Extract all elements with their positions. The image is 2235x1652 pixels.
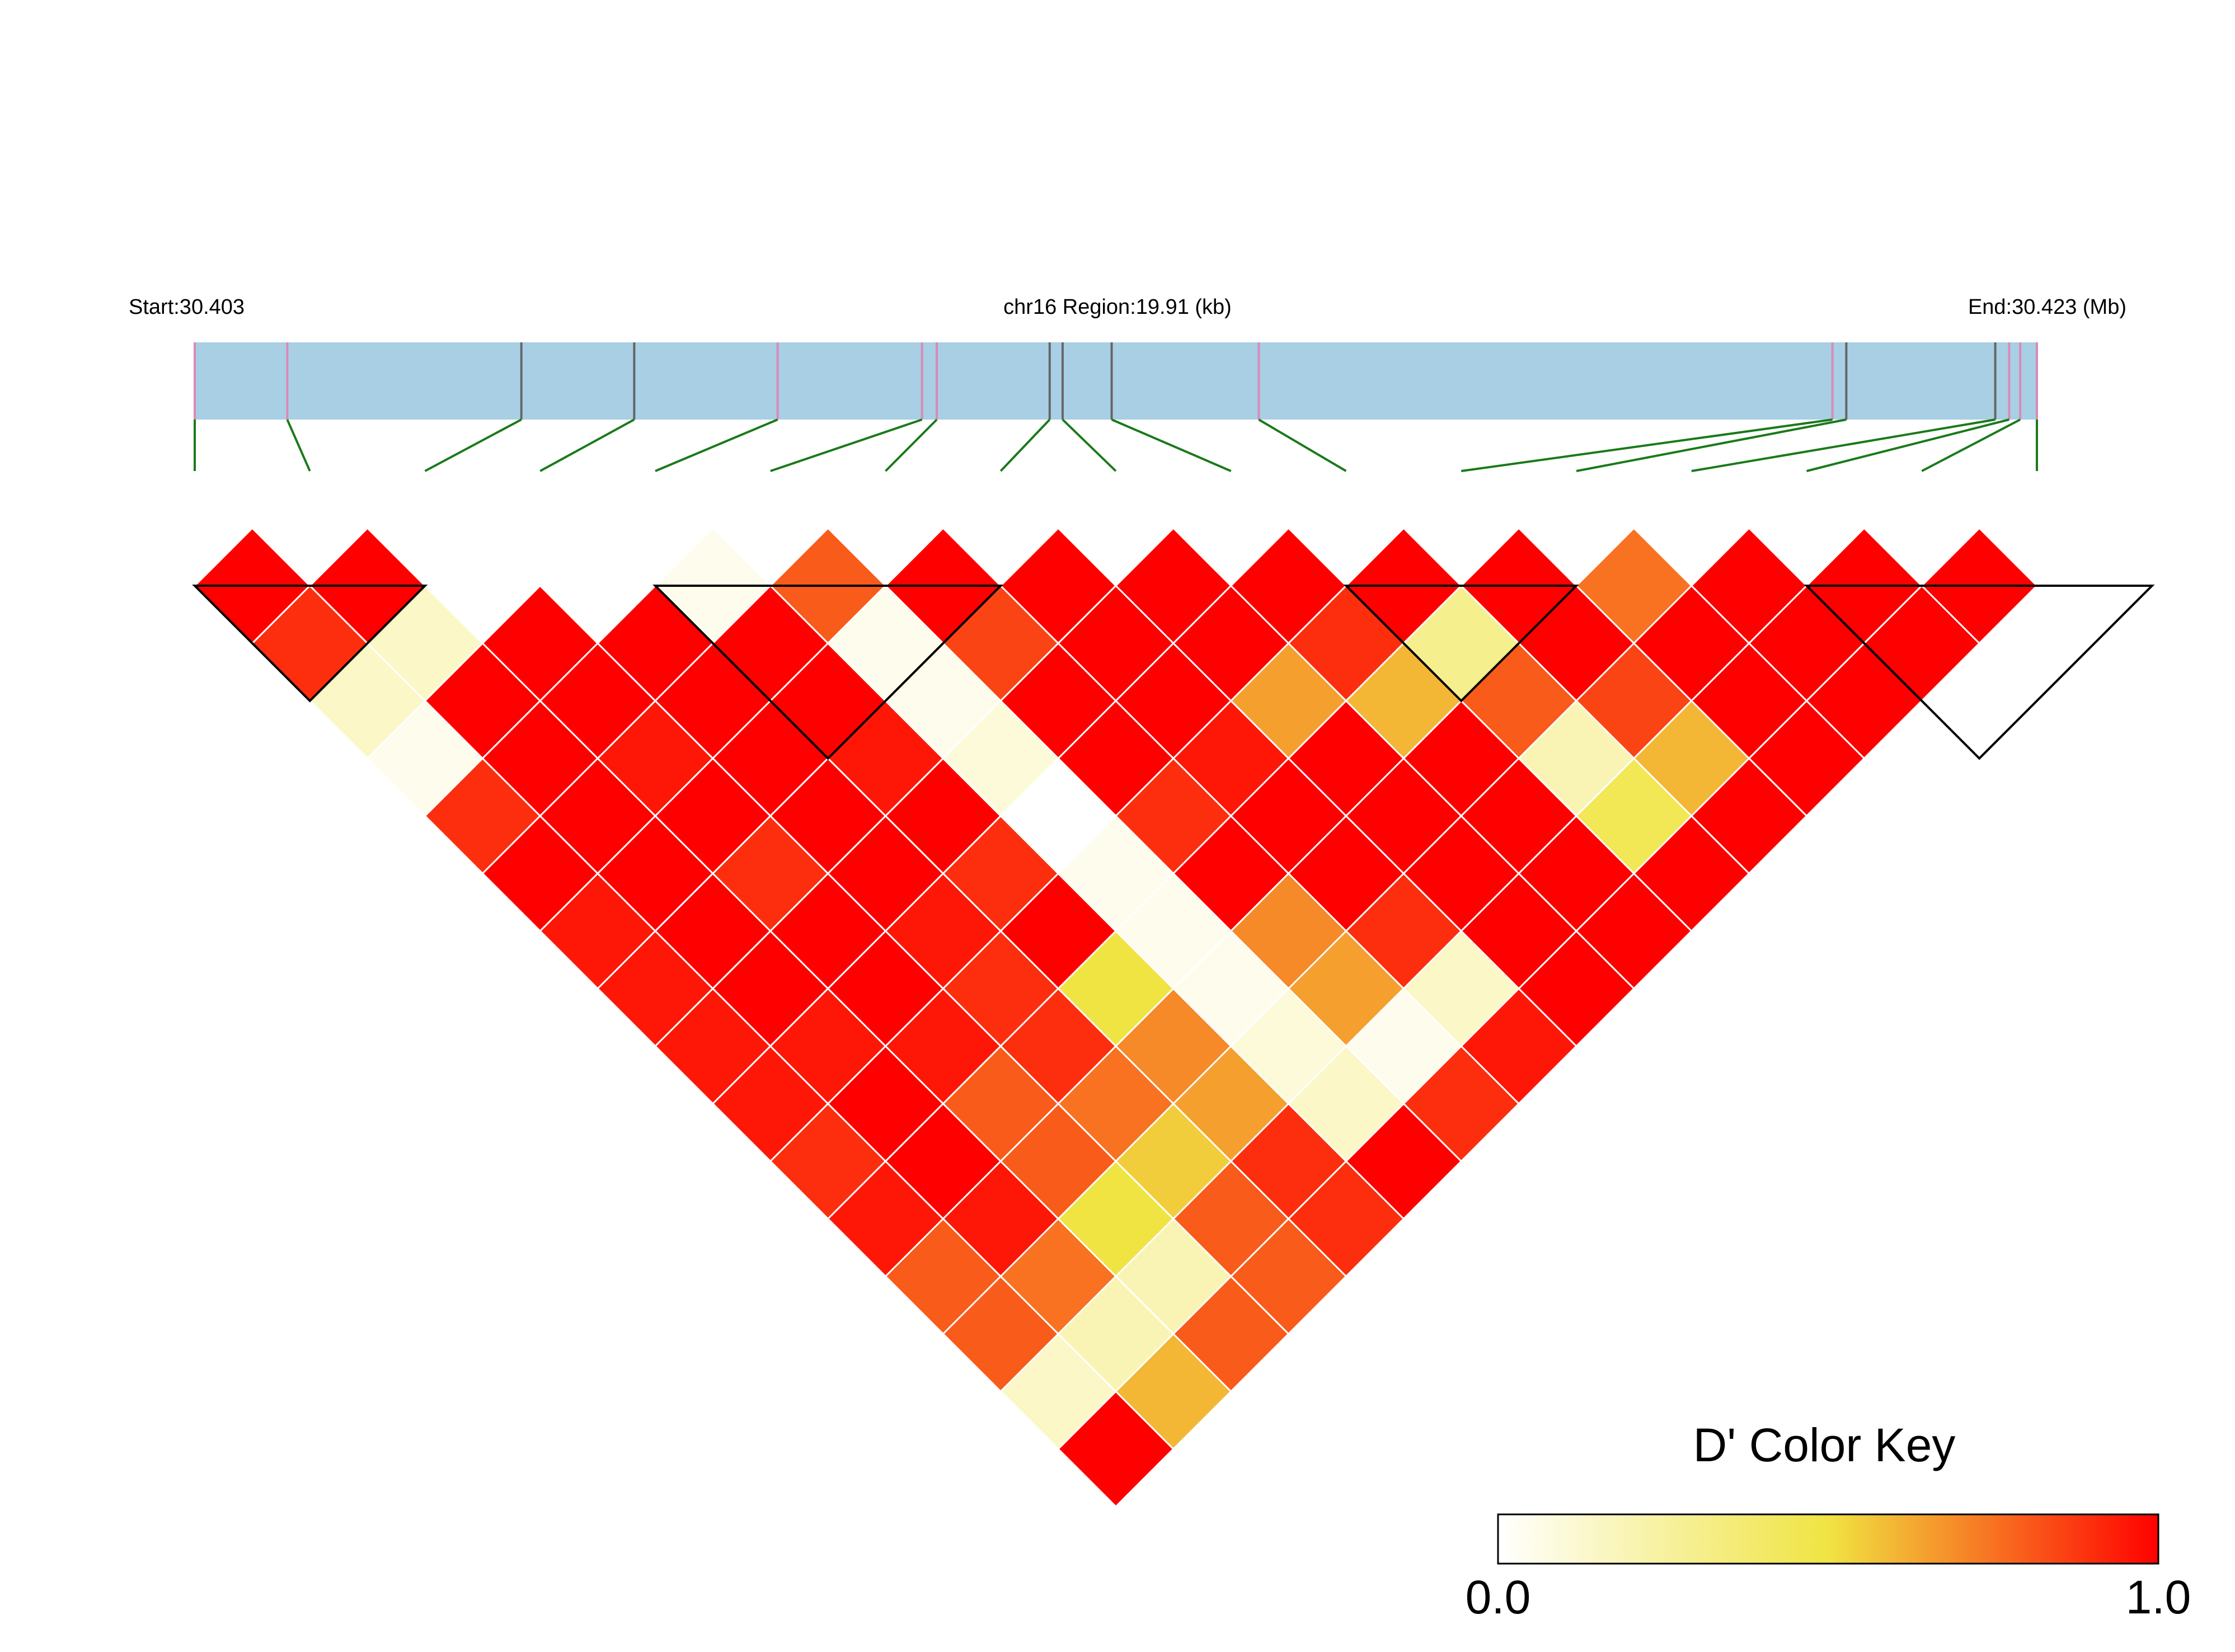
region-bar	[195, 342, 2037, 420]
ld-block-outline	[1343, 585, 1579, 703]
snp-connector	[999, 418, 1051, 472]
snp-connector	[655, 418, 778, 472]
color-key-bar	[1497, 1513, 2159, 1565]
snp-connector	[1461, 418, 1833, 472]
snp-connector	[770, 418, 923, 472]
region-label: chr16 Region:19.91 (kb)	[1003, 295, 1232, 319]
snp-connector	[286, 419, 311, 472]
snp-connector	[1921, 418, 2021, 472]
ld-block-outline	[652, 585, 1004, 760]
ld-block-outline	[192, 585, 428, 703]
snp-connector	[539, 418, 635, 472]
ld-cells	[193, 527, 2039, 1508]
ld-block-outline	[1804, 585, 2155, 760]
snp-connector	[1062, 418, 1117, 472]
ld-block-outlines	[192, 585, 2155, 760]
color-key: D' Color Key 0.0 1.0	[1466, 1419, 2191, 1623]
color-key-max-label: 1.0	[2126, 1571, 2191, 1623]
snp-connector	[1258, 418, 1347, 472]
snp-connector	[1806, 418, 2009, 472]
snp-connector	[1576, 418, 1847, 472]
snp-markers	[194, 342, 2038, 420]
color-key-title: D' Color Key	[1693, 1419, 1956, 1471]
snp-connector	[1111, 418, 1232, 472]
color-key-min-label: 0.0	[1466, 1571, 1531, 1623]
region-header: Start:30.403 chr16 Region:19.91 (kb) End…	[129, 295, 2126, 319]
snp-connectors	[194, 418, 2038, 472]
start-label: Start:30.403	[129, 295, 245, 319]
snp-connector	[885, 418, 938, 472]
end-label: End:30.423 (Mb)	[1968, 295, 2126, 319]
snp-connector	[424, 418, 522, 472]
snp-connector	[1691, 418, 1995, 472]
